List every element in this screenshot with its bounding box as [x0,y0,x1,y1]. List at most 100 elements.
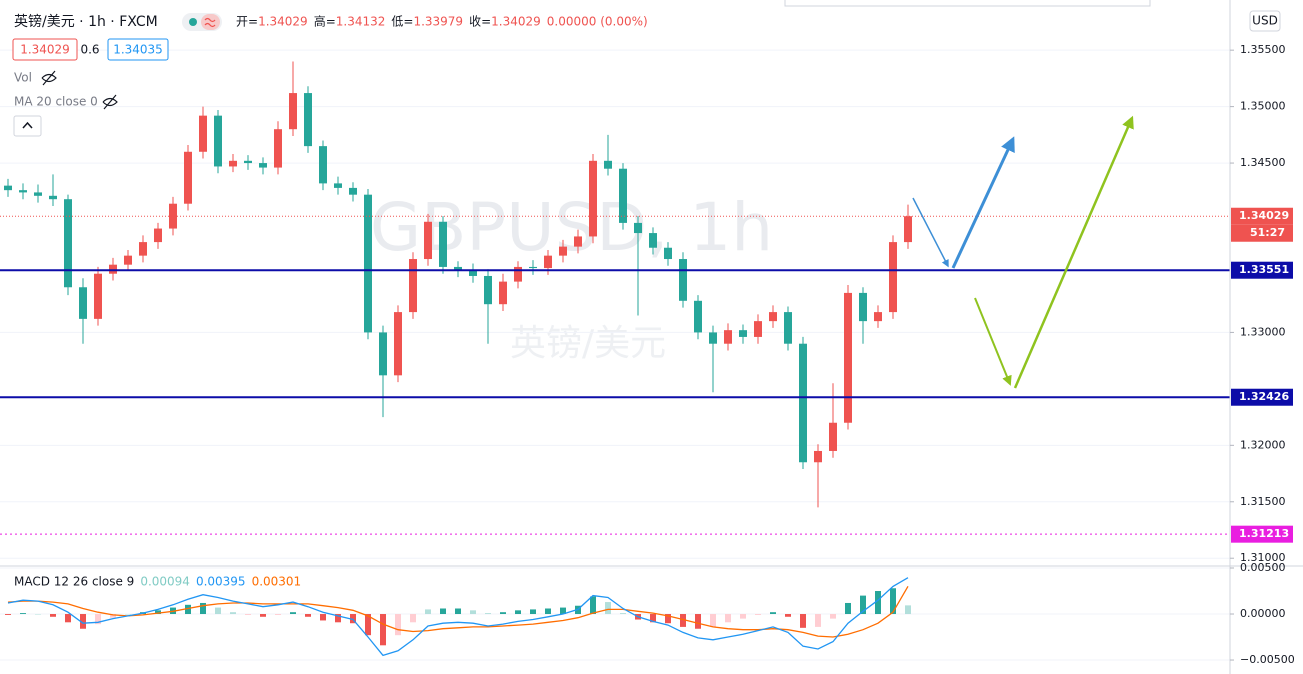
candle-body [679,259,687,301]
macd-value: 0.00395 [196,575,246,589]
macd-histogram-bar [35,614,41,615]
candle-body [559,246,567,256]
macd-histogram-bar [560,607,566,615]
macd-histogram-bar [5,614,11,615]
macd-histogram-bar [350,614,356,624]
candle-body [259,163,267,168]
candle-body [754,321,762,337]
candle-body [244,160,252,164]
candle-body [379,332,387,376]
candle-body [439,221,447,267]
hide-icon[interactable] [41,70,57,86]
arrow-blue-up [951,136,1015,269]
level-badge [1231,261,1293,279]
macd-histogram-bar [200,602,206,615]
level-badge [1231,388,1293,406]
macd-histogram-bar [305,614,311,617]
macd-histogram-bar [320,614,326,621]
candle-body [49,195,57,200]
legend: 英镑/美元 · 1h · FXCM 开= 1.34029 高= 1.34132 低= 1.… [12,13,648,589]
ask-box[interactable] [107,38,169,61]
candle-body [274,129,282,168]
macd-histogram-bar [425,609,431,615]
macd-histogram-bar [515,610,521,615]
arrow-blue-down [912,197,949,268]
signal-line [7,585,909,638]
candle-body [484,275,492,305]
candle-body [664,247,672,260]
macd-histogram-bar [395,614,401,636]
level-label: 1.31213 [1239,527,1289,540]
level-badge [1231,525,1293,543]
macd-histogram-bar [185,604,191,615]
macd-histogram-bar [830,614,836,619]
candle-body [34,192,42,196]
candle-body [154,228,162,243]
indicator-ma: MA 20 close 0 [14,95,98,109]
collapse-button[interactable] [13,115,42,137]
watermark-symbol: GBPUSD, 1h [370,189,773,266]
currency[interactable]: USD [1252,14,1278,28]
currency-button[interactable] [1249,10,1281,32]
market-status [189,18,197,26]
level-label: 1.33551 [1239,263,1289,276]
macd-histogram-bar [590,596,596,615]
macd-histogram-bar [455,608,461,615]
macd-histogram-bar [770,612,776,615]
macd-histogram-bar [500,612,506,615]
candle-body [604,160,612,169]
y-tick-label: 1.35500 [1240,43,1286,56]
candle-body [349,187,357,195]
signal-value: 0.00301 [252,575,302,589]
macd-histogram-bar [530,609,536,615]
macd-histogram-bar [440,608,446,615]
ohlc-value: 1.34132 [336,15,386,29]
candle-body [784,312,792,344]
candle-body [109,264,117,274]
candle-body [634,222,642,234]
indicator-vol: Vol [14,71,32,85]
candle-body [229,160,237,167]
hide-icon[interactable] [102,94,118,110]
delay-icon [204,17,216,28]
candle-body [64,199,72,288]
candle-body [4,185,12,191]
drawings [912,115,1134,389]
bid[interactable]: 1.34029 [20,43,70,57]
macd-histogram-bar [20,613,26,615]
arrow-green-up [1013,115,1134,389]
symbol-title: 英镑/美元 · 1h · FXCM [14,13,158,30]
y-tick-label: 1.32000 [1240,438,1286,451]
macd-histogram-bar [665,614,671,624]
collapse-icon [22,121,33,129]
candle-body [514,266,522,282]
ohlc-label: 低= [391,15,413,29]
countdown-badge [1231,224,1293,242]
candle-body [739,330,747,337]
candle-body [769,312,777,322]
ohlc-label: 高= [314,14,336,29]
last-price-badge [1231,207,1293,225]
candle-body [814,450,822,463]
bid-box[interactable] [12,38,78,61]
macd-histogram-bar [890,588,896,615]
macd-histogram-bar [680,614,686,627]
ask[interactable]: 1.34035 [113,43,163,57]
candle-body [424,221,432,260]
macd-histogram-bar [755,614,761,615]
macd-histogram-bar [215,607,221,615]
y-tick-label: 1.31500 [1240,495,1286,508]
ohlc-value: 1.34029 [258,15,308,29]
candle-body [79,287,87,319]
macd-histogram-bar [290,612,296,615]
ohlc-row: 开= 1.34029 高= 1.34132 低= 1.33979 收= 1.34029 0.00… [236,14,648,29]
macd-histogram-bar [65,614,71,623]
ohlc-label: 收= [469,15,491,29]
candle-body [214,115,222,167]
macd-histogram-bar [50,614,56,617]
macd-histogram-bar [785,614,791,617]
macd-histogram-bar [485,613,491,615]
macd-histogram-bar [155,610,161,615]
macd-histogram-bar [905,605,911,615]
